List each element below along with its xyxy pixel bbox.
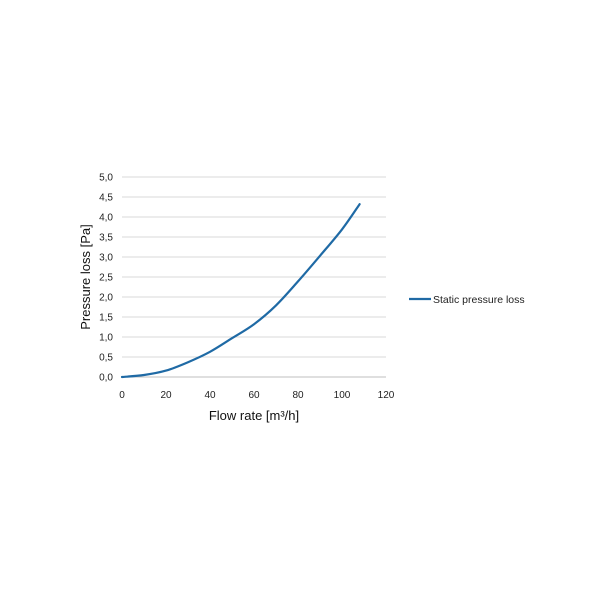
y-tick-label: 3,5 [99, 233, 113, 244]
series-line [120, 203, 361, 379]
y-tick-label: 4,5 [99, 193, 113, 204]
y-tick-label: 1,5 [99, 313, 113, 324]
y-tick-label: 2,0 [99, 293, 113, 304]
grid-lines [122, 176, 386, 358]
x-tick-label: 120 [378, 390, 395, 401]
y-tick-label: 1,0 [99, 333, 113, 344]
y-tick-labels: 0,0 0,5 1,0 1,5 2,0 2,5 3,0 3,5 4,0 4,5 5,0 [99, 173, 113, 384]
legend: Static pressure loss [409, 294, 525, 306]
x-tick-label: 0 [119, 390, 125, 401]
x-tick-label: 40 [204, 390, 216, 401]
x-tick-label: 100 [334, 390, 351, 401]
x-tick-labels: 0 20 40 60 80 100 120 [119, 390, 395, 401]
x-tick-label: 20 [160, 390, 172, 401]
y-axis-title: Pressure loss [Pa] [78, 224, 93, 330]
y-tick-label: 0,0 [99, 373, 113, 384]
y-tick-label: 2,5 [99, 273, 113, 284]
y-tick-label: 5,0 [99, 173, 113, 184]
series-layer [120, 203, 361, 379]
legend-label: Static pressure loss [433, 294, 525, 306]
y-tick-label: 4,0 [99, 213, 113, 224]
x-tick-label: 60 [248, 390, 260, 401]
x-axis-title: Flow rate [m³/h] [209, 408, 299, 423]
y-tick-label: 3,0 [99, 253, 113, 264]
y-tick-label: 0,5 [99, 353, 113, 364]
x-tick-label: 80 [292, 390, 304, 401]
